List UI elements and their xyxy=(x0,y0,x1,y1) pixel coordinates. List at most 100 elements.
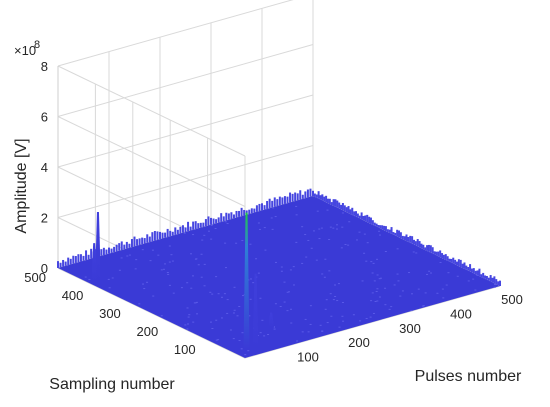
surface-speckle xyxy=(215,276,218,278)
surface-speckle xyxy=(290,322,293,324)
surface-speckle xyxy=(195,301,198,303)
surface-speckle xyxy=(138,303,141,305)
surface-speckle xyxy=(315,259,318,261)
surface-speckle xyxy=(304,318,307,320)
y-tick-label: 300 xyxy=(99,306,121,321)
y-tick-label: 100 xyxy=(174,342,196,357)
surface-speckle xyxy=(286,310,289,312)
surface-peak xyxy=(252,273,259,353)
surface-speckle xyxy=(111,277,114,279)
surface-speckle xyxy=(211,293,214,295)
y-axis-label: Sampling number xyxy=(49,376,175,393)
surface-speckle xyxy=(170,254,173,256)
surface-speckle xyxy=(494,284,497,286)
surface-speckle xyxy=(363,233,366,235)
surface-speckle xyxy=(341,315,344,317)
surface-speckle xyxy=(126,255,129,257)
surface-speckle xyxy=(410,293,413,295)
surface-speckle xyxy=(336,300,339,302)
surface-speckle xyxy=(283,281,286,283)
surface-speckle xyxy=(238,306,241,308)
surface-speckle xyxy=(224,242,227,244)
surface-speckle xyxy=(309,305,312,307)
surface-speckle xyxy=(215,339,218,341)
surface-speckle xyxy=(168,284,171,286)
surface-speckle xyxy=(172,292,175,294)
surface-speckle xyxy=(439,261,442,263)
surface-speckle xyxy=(226,312,229,314)
surface-speckle xyxy=(258,228,261,230)
surface-speckle xyxy=(191,275,194,277)
surface-speckle xyxy=(226,299,229,301)
surface-speckle xyxy=(428,270,431,272)
surface-speckle xyxy=(365,318,368,320)
z-tick-label: 2 xyxy=(41,211,48,226)
surface-speckle xyxy=(270,217,273,219)
surface-speckle xyxy=(195,258,198,260)
gridline-back-z xyxy=(57,0,294,67)
surface-speckle xyxy=(280,266,283,268)
surface-speckle xyxy=(108,287,111,289)
surface-speckle xyxy=(259,297,262,299)
surface-speckle xyxy=(190,287,193,289)
surface-speckle xyxy=(142,283,145,285)
surface-speckle xyxy=(193,302,196,304)
surface-speckle xyxy=(442,297,445,299)
surface-speckle xyxy=(241,240,244,242)
x-tick-label: 300 xyxy=(399,321,421,336)
surface-speckle xyxy=(379,234,382,236)
surface-speckle xyxy=(271,228,274,230)
surface-speckle xyxy=(372,312,375,314)
surface-speckle xyxy=(168,245,171,247)
surface-speckle xyxy=(424,292,427,294)
surface-speckle xyxy=(378,278,381,280)
surface-speckle xyxy=(295,241,298,243)
surface-speckle xyxy=(380,277,383,279)
surface-speckle xyxy=(273,328,276,330)
surface-speckle xyxy=(321,330,324,332)
surface-speckle xyxy=(274,303,277,305)
surface-speckle xyxy=(330,315,333,317)
surface-speckle xyxy=(341,301,344,303)
surface-speckle xyxy=(307,331,310,333)
surface-speckle xyxy=(263,335,266,337)
surface-speckle xyxy=(263,227,266,229)
surface-speckle xyxy=(107,278,110,280)
surface-speckle xyxy=(261,319,264,321)
surface-speckle xyxy=(192,321,195,323)
surface-speckle xyxy=(361,280,364,282)
surface-speckle xyxy=(374,300,377,302)
surface-speckle xyxy=(476,274,479,276)
surface-speckle xyxy=(372,262,375,264)
surface-speckle xyxy=(289,269,292,271)
surface-speckle xyxy=(211,328,214,330)
surface-speckle xyxy=(355,239,358,241)
surface-speckle xyxy=(338,326,341,328)
surface-speckle xyxy=(412,251,415,253)
surface-speckle xyxy=(232,312,235,314)
surface-speckle xyxy=(378,296,381,298)
surface-speckle xyxy=(305,256,308,258)
surface-speckle xyxy=(447,272,450,274)
surface-speckle xyxy=(217,339,220,341)
surface-speckle xyxy=(323,276,326,278)
surface-speckle xyxy=(384,287,387,289)
surface-speckle xyxy=(224,221,227,223)
surface-speckle xyxy=(249,278,252,280)
surface-speckle xyxy=(186,282,189,284)
surface-speckle xyxy=(167,273,170,275)
surface-speckle xyxy=(347,244,350,246)
surface-speckle xyxy=(396,273,399,275)
surface-speckle xyxy=(359,320,362,322)
surface-speckle xyxy=(186,328,189,330)
z-tick-label: 8 xyxy=(41,59,48,74)
surface-speckle xyxy=(373,280,376,282)
surface-speckle xyxy=(249,243,252,245)
surface-speckle xyxy=(128,254,131,256)
surface-speckle xyxy=(369,316,372,318)
surface-sheet xyxy=(58,196,500,358)
surface-speckle xyxy=(146,281,149,283)
surface-speckle xyxy=(203,285,206,287)
z-exponent-label: ×10 xyxy=(14,43,36,58)
